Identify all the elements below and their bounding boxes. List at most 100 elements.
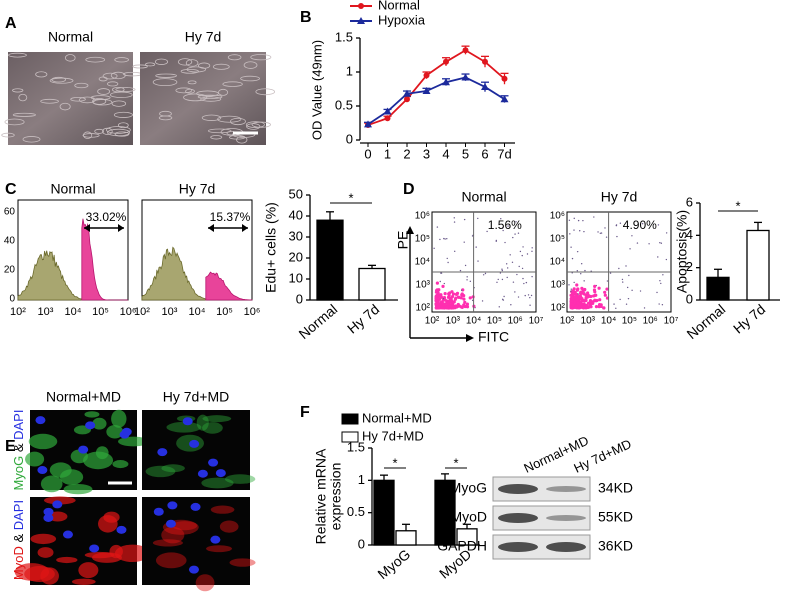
x-tick-label: 0 xyxy=(364,146,371,161)
event xyxy=(591,301,595,305)
histogram-title: Hy 7d xyxy=(179,181,216,197)
cell xyxy=(185,59,199,67)
cell xyxy=(201,114,222,121)
cell-stain xyxy=(171,521,198,531)
nucleus xyxy=(208,458,219,467)
event xyxy=(525,281,528,284)
band xyxy=(498,484,538,494)
cell xyxy=(110,71,126,80)
event xyxy=(521,254,523,257)
y-tick-label: 0.5 xyxy=(335,97,353,112)
x-tick-label: 5 xyxy=(462,146,469,161)
event xyxy=(466,276,468,278)
nucleus xyxy=(189,439,200,448)
cell-stain xyxy=(37,547,54,558)
cell xyxy=(212,63,230,70)
cell-stain xyxy=(195,574,215,592)
marker xyxy=(461,73,470,81)
cell xyxy=(115,87,136,92)
event xyxy=(484,272,487,275)
cell xyxy=(187,80,197,85)
cell xyxy=(246,123,261,130)
y-axis-label: Edu+ cells (%) xyxy=(263,202,279,293)
band xyxy=(498,542,538,552)
cell-stain xyxy=(145,465,176,478)
cell xyxy=(35,71,48,78)
cell-stain xyxy=(84,411,100,418)
event xyxy=(605,287,609,291)
x-tick-label: 10⁴ xyxy=(466,316,481,327)
event xyxy=(463,241,465,243)
cell-stain xyxy=(59,469,84,485)
marker xyxy=(443,58,449,65)
event xyxy=(450,294,455,299)
event xyxy=(576,250,579,253)
y-tick-label: 0 xyxy=(9,294,15,305)
event xyxy=(615,307,617,310)
cell xyxy=(240,75,260,82)
event xyxy=(656,291,658,294)
y-tick-label: 20 xyxy=(289,249,303,264)
x-tick-label: 10⁵ xyxy=(487,316,502,327)
cell xyxy=(183,93,208,102)
event xyxy=(575,298,579,302)
event xyxy=(600,232,603,234)
event xyxy=(454,250,456,253)
y-tick-label: 10⁴ xyxy=(550,257,565,268)
marker xyxy=(442,78,450,86)
cell-stain xyxy=(25,451,45,467)
event xyxy=(446,303,450,307)
protein-label: MyoG xyxy=(450,480,487,496)
event xyxy=(501,227,504,229)
legend-swatch xyxy=(341,413,359,425)
event xyxy=(627,297,630,300)
panel-label: C xyxy=(5,181,17,198)
cell xyxy=(1,132,15,138)
significance: * xyxy=(392,455,397,470)
cell-stain xyxy=(202,415,232,423)
cell xyxy=(155,73,177,78)
event xyxy=(516,273,518,276)
histogram-negative xyxy=(17,250,83,301)
event xyxy=(526,253,529,255)
cell xyxy=(83,131,93,139)
event xyxy=(518,265,520,268)
event xyxy=(506,276,508,279)
size-label: 36KD xyxy=(598,538,633,554)
marker xyxy=(403,89,411,97)
event xyxy=(466,279,468,281)
event xyxy=(580,263,583,265)
event xyxy=(581,305,586,309)
cell xyxy=(175,87,193,94)
bar xyxy=(746,229,770,301)
significance: * xyxy=(453,455,458,470)
event xyxy=(621,278,624,281)
cell xyxy=(117,122,129,129)
nucleus xyxy=(89,544,100,553)
cell-stain xyxy=(78,562,99,579)
scatter-title: Normal xyxy=(461,189,506,205)
panel-label: F xyxy=(300,404,310,421)
cell-stain xyxy=(114,544,151,563)
event xyxy=(628,274,630,277)
line xyxy=(367,49,506,126)
y-axis-label: OD Value (49nm) xyxy=(309,40,324,140)
event xyxy=(659,242,661,244)
event xyxy=(441,284,445,289)
event xyxy=(477,260,479,262)
y-tick-label: 10⁵ xyxy=(550,234,565,245)
gate-label: 33.02% xyxy=(86,210,127,224)
nucleus xyxy=(78,445,89,454)
legend-label: Normal xyxy=(378,0,420,12)
event xyxy=(531,247,533,249)
event xyxy=(594,293,598,297)
cell xyxy=(236,136,248,144)
event xyxy=(605,236,608,238)
event xyxy=(597,231,599,233)
event xyxy=(613,303,615,305)
x-tick-label: 10⁴ xyxy=(601,316,616,327)
x-tick-label: 10⁵ xyxy=(92,306,109,318)
event xyxy=(618,267,620,270)
nucleus xyxy=(121,427,132,436)
event xyxy=(503,295,505,298)
